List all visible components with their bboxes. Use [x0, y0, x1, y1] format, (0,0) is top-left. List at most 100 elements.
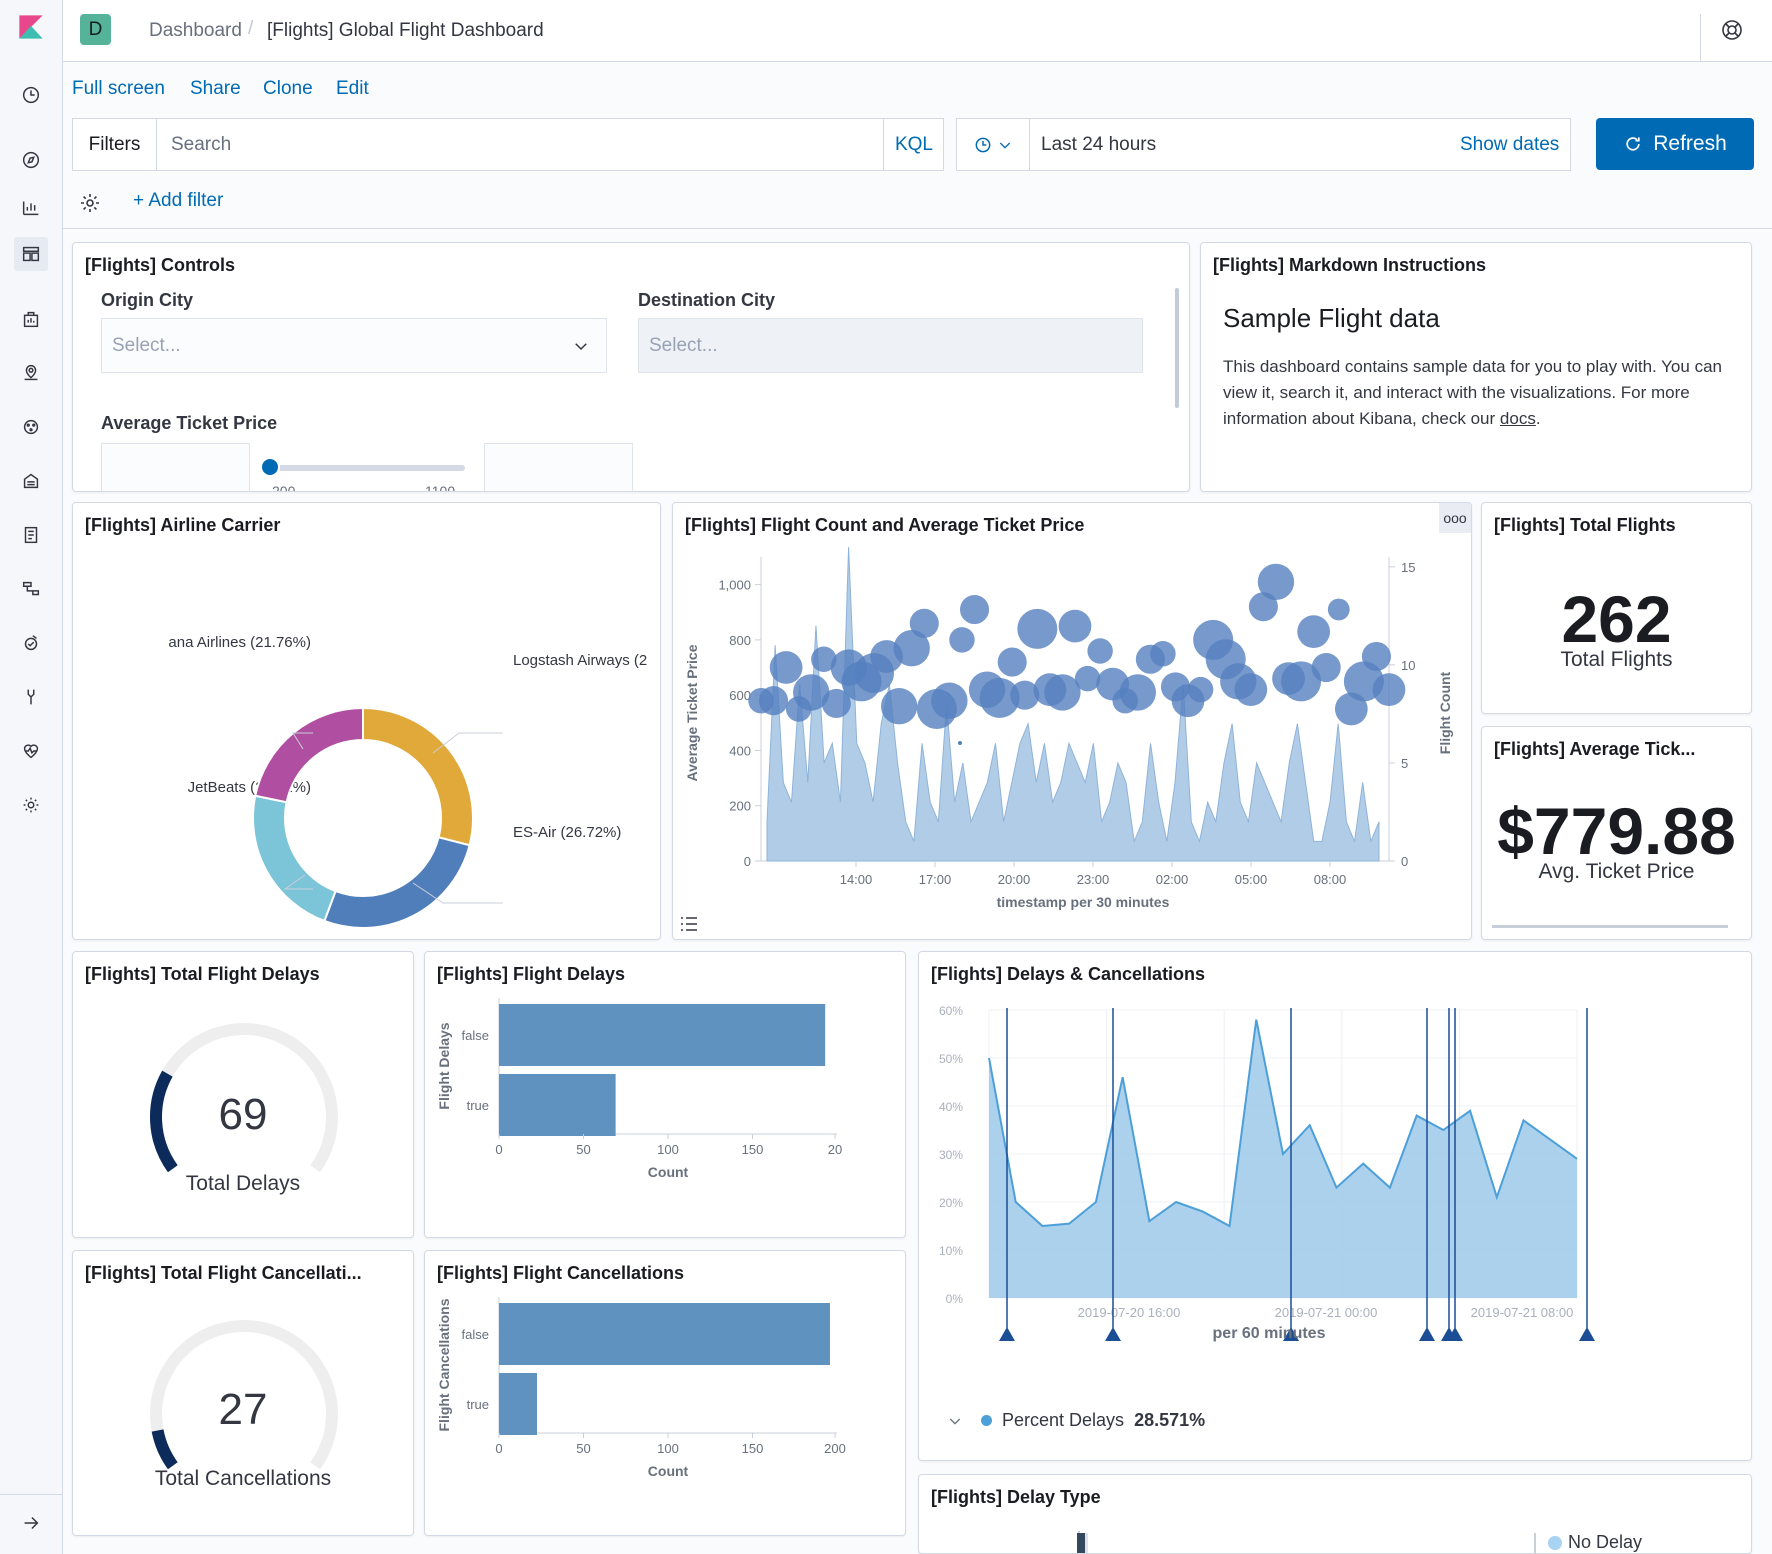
visualize-icon[interactable]	[14, 190, 48, 224]
help-lifebuoy-icon[interactable]	[1720, 18, 1744, 47]
price-bubble	[1074, 665, 1101, 692]
price-bubble	[909, 608, 939, 638]
apm-icon[interactable]	[14, 572, 48, 606]
dev-tools-icon[interactable]	[14, 680, 48, 714]
total-delays-gauge	[150, 1023, 338, 1173]
side-nav	[0, 0, 63, 1554]
price-bubble	[1257, 563, 1295, 601]
panel-options-icon[interactable]: ooo	[1439, 503, 1471, 533]
price-min-input[interactable]	[101, 443, 250, 491]
x-tick-label: 05:00	[1235, 872, 1268, 887]
slice-label-line	[432, 732, 503, 754]
panel-scrollbar[interactable]	[1492, 925, 1728, 928]
monitoring-icon[interactable]	[14, 734, 48, 768]
price-bubble	[1311, 653, 1341, 683]
panel-title: [Flights] Delay Type	[931, 1487, 1101, 1507]
dashboard-icon[interactable]	[14, 237, 48, 271]
price-bubble	[1017, 608, 1058, 649]
x-tick-label: 50	[576, 1441, 590, 1456]
filter-bar: + Add filter	[72, 183, 1762, 227]
time-picker: Last 24 hours Show dates	[956, 118, 1571, 171]
price-bubble	[893, 630, 930, 667]
price-bubble	[1119, 674, 1156, 711]
space-avatar[interactable]: D	[80, 14, 111, 45]
header-bar: D Dashboard / [Flights] Global Flight Da…	[63, 0, 1772, 62]
slice-label: ana Airlines (21.76%)	[168, 634, 311, 651]
x-axis-title: timestamp per 30 minutes	[997, 894, 1170, 910]
price-slider-handle[interactable]	[260, 457, 280, 477]
maps-icon[interactable]	[14, 356, 48, 390]
bar-fragment	[1077, 1533, 1085, 1553]
y-right-tick-label: 5	[1401, 756, 1408, 771]
price-bubble	[1058, 609, 1092, 643]
canvas-icon[interactable]	[14, 302, 48, 336]
panel-title: [Flights] Flight Delays	[437, 964, 626, 984]
breadcrumb-dashboard[interactable]: Dashboard	[149, 20, 242, 41]
x-tick-label: 100	[657, 1142, 679, 1157]
x-tick-label: 08:00	[1314, 872, 1347, 887]
price-bubble	[931, 682, 968, 719]
legend-divider	[1534, 1533, 1536, 1553]
donut-slice	[254, 706, 364, 804]
quick-menu-button[interactable]	[957, 119, 1030, 170]
add-filter-link[interactable]: + Add filter	[133, 190, 224, 211]
avg-ticket-value: $779.88	[1497, 794, 1736, 868]
time-range-text[interactable]: Last 24 hours	[1041, 134, 1157, 155]
full-screen-link[interactable]: Full screen	[72, 78, 165, 99]
annotation-marker	[1105, 1327, 1121, 1341]
clone-link[interactable]: Clone	[263, 78, 313, 99]
infra-icon[interactable]	[14, 464, 48, 498]
share-link[interactable]: Share	[190, 78, 241, 99]
show-dates-link[interactable]: Show dates	[1460, 134, 1560, 155]
slider-max-tick: 1100	[425, 483, 456, 492]
refresh-label: Refresh	[1653, 132, 1727, 155]
legend-series-name: Percent Delays	[1002, 1410, 1125, 1430]
panel-title: [Flights] Airline Carrier	[85, 515, 281, 535]
origin-city-select[interactable]: Select...	[101, 318, 607, 373]
docs-link[interactable]: docs	[1499, 409, 1536, 428]
y-tick-label: 0%	[946, 1292, 964, 1306]
recent-clock-icon[interactable]	[14, 78, 48, 112]
y-right-tick-label: 0	[1401, 854, 1408, 869]
destination-placeholder: Select...	[649, 335, 718, 356]
destination-city-select[interactable]: Select...	[638, 318, 1143, 373]
y-axis-title: Flight Delays	[436, 1022, 452, 1109]
ml-icon[interactable]	[14, 410, 48, 444]
price-bubble	[1372, 673, 1406, 707]
price-bubble	[1150, 641, 1176, 667]
category-label: true	[467, 1397, 489, 1412]
y-tick-label: 40%	[939, 1100, 963, 1114]
price-bubble	[1281, 661, 1322, 702]
total-flights-label: Total Flights	[1560, 648, 1673, 671]
kibana-logo-icon[interactable]	[14, 10, 48, 44]
legend-item-no-delay[interactable]: No Delay	[1548, 1532, 1642, 1553]
refresh-button[interactable]: Refresh	[1596, 118, 1754, 170]
y-tick-label: 20%	[939, 1196, 963, 1210]
discover-compass-icon[interactable]	[14, 143, 48, 177]
airline-carrier-panel: [Flights] Airline Carrier Logstash Airwa…	[72, 502, 661, 940]
filters-button[interactable]: Filters	[73, 119, 157, 170]
y-axis-title: Flight Cancellations	[436, 1298, 452, 1431]
legend-toggle-icon[interactable]	[679, 915, 699, 938]
flight-count-panel: [Flights] Flight Count and Average Ticke…	[672, 502, 1472, 940]
price-max-input[interactable]	[484, 443, 633, 491]
x-tick-label: 0	[495, 1441, 502, 1456]
panel-scrollbar[interactable]	[1175, 288, 1179, 408]
x-tick-label: 2019-07-20 16:00	[1078, 1305, 1181, 1320]
expand-nav-arrow-icon[interactable]	[14, 1506, 48, 1540]
kql-toggle[interactable]: KQL	[883, 119, 944, 170]
chevron-down-icon	[949, 1418, 961, 1425]
price-bubble	[1234, 673, 1268, 707]
management-gear-icon[interactable]	[14, 788, 48, 822]
edit-link[interactable]: Edit	[336, 78, 369, 99]
logs-icon[interactable]	[14, 518, 48, 552]
uptime-icon[interactable]	[14, 626, 48, 660]
price-slider-track[interactable]	[265, 465, 465, 471]
legend-item-percent-delays[interactable]: Percent Delays 28.571%	[947, 1410, 1205, 1431]
filter-settings-gear-icon[interactable]	[78, 191, 102, 220]
price-bubble	[793, 674, 830, 711]
gauge-track	[150, 1320, 338, 1470]
search-input[interactable]: Search	[171, 134, 232, 155]
total-cancellations-panel: [Flights] Total Flight Cancellati... 27 …	[72, 1250, 414, 1536]
price-bubble	[959, 594, 990, 625]
